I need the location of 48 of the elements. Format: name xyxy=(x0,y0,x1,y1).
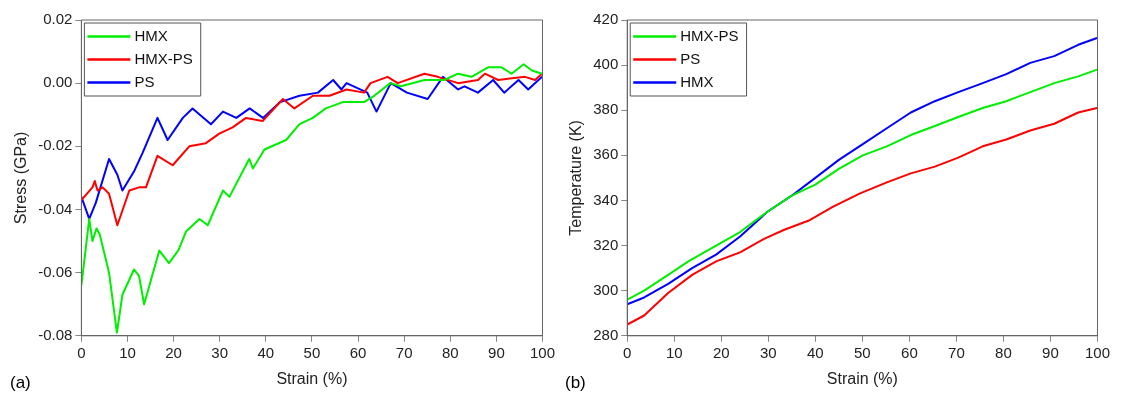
x-tick-label: 80 xyxy=(441,343,459,361)
y-tick-label: 340 xyxy=(593,190,619,208)
legend-label: HMX-PS xyxy=(134,49,193,67)
legend-label: HMX xyxy=(134,26,168,44)
y-tick-label: 420 xyxy=(593,10,619,28)
y-tick-label: 280 xyxy=(593,325,619,343)
x-tick-label: 10 xyxy=(119,343,136,361)
x-tick-label: 90 xyxy=(488,343,505,361)
legend-label: HMX xyxy=(680,72,714,90)
x-tick-label: 100 xyxy=(529,343,555,361)
x-tick-label: 40 xyxy=(257,343,275,361)
x-tick-label: 0 xyxy=(623,343,632,361)
x-tick-label: 80 xyxy=(995,343,1012,361)
legend-label: PS xyxy=(680,49,701,67)
x-tick-label: 40 xyxy=(806,343,824,361)
y-tick-label: 360 xyxy=(593,145,619,163)
x-tick-label: 0 xyxy=(77,343,86,361)
y-tick-label: 0.02 xyxy=(43,10,73,28)
text: (a) xyxy=(10,373,31,393)
x-tick-label: 20 xyxy=(165,343,182,361)
y-tick-label: -0.04 xyxy=(38,199,73,217)
x-tick-label: 50 xyxy=(303,343,321,361)
y-tick-label: -0.06 xyxy=(38,262,73,280)
legend-label: PS xyxy=(134,72,155,90)
y-axis-title: Stress (GPa) xyxy=(12,131,30,225)
y-tick-label: 380 xyxy=(593,100,619,118)
y-tick-label: 0.00 xyxy=(43,73,73,91)
x-tick-label: 90 xyxy=(1042,343,1059,361)
y-tick-label: -0.08 xyxy=(38,325,73,343)
text: (b) xyxy=(565,373,586,393)
y-tick-label: 400 xyxy=(593,55,619,73)
x-tick-label: 60 xyxy=(349,343,367,361)
x-tick-label: 60 xyxy=(901,343,918,361)
x-axis-title: Strain (%) xyxy=(826,369,898,387)
y-tick-label: -0.02 xyxy=(38,136,73,154)
x-axis-title: Strain (%) xyxy=(276,369,348,387)
x-tick-label: 100 xyxy=(1084,343,1110,361)
x-tick-label: 10 xyxy=(665,343,683,361)
x-tick-label: 70 xyxy=(395,343,413,361)
y-tick-label: 320 xyxy=(593,235,619,253)
x-tick-label: 30 xyxy=(211,343,229,361)
x-tick-label: 50 xyxy=(854,343,871,361)
x-tick-label: 20 xyxy=(712,343,730,361)
x-tick-label: 30 xyxy=(759,343,777,361)
y-tick-label: 300 xyxy=(593,280,619,298)
legend-label: HMX-PS xyxy=(680,26,739,44)
y-axis-title: Temperature (K) xyxy=(567,120,585,236)
x-tick-label: 70 xyxy=(948,343,965,361)
